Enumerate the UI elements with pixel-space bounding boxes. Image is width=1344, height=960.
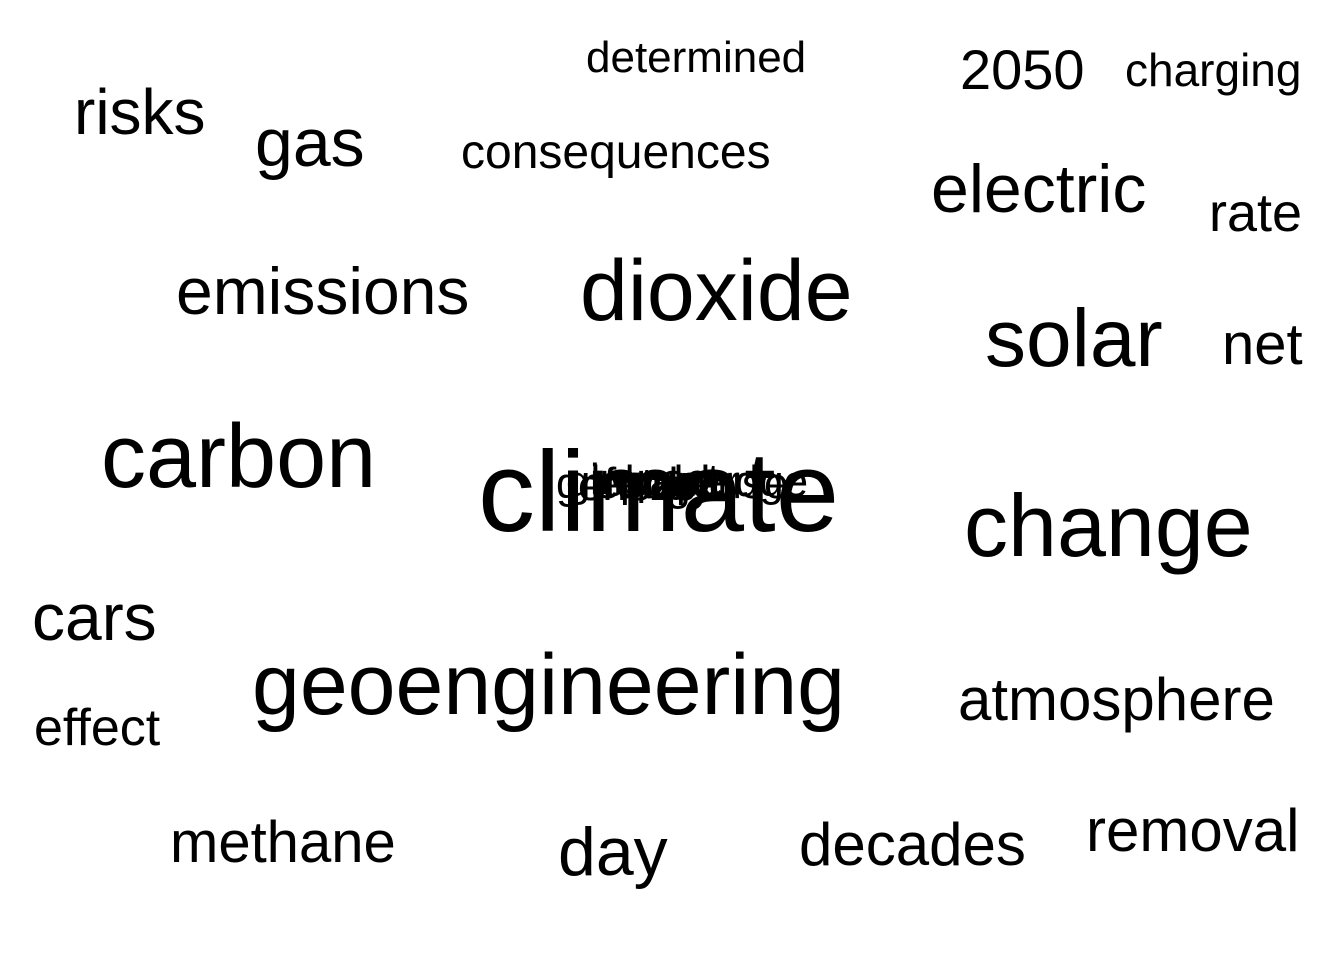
word-geoengineering: geoengineering xyxy=(252,637,845,733)
word-climate: climate xyxy=(478,429,840,556)
word-change: change xyxy=(964,476,1253,575)
word-net: net xyxy=(1222,312,1303,377)
word-electric: electric xyxy=(931,151,1147,227)
cluster-word: global xyxy=(566,457,684,506)
word-cars: cars xyxy=(32,580,157,654)
word-consequences: consequences xyxy=(461,126,771,179)
word-rate: rate xyxy=(1209,183,1303,243)
cluster-word: zero xyxy=(650,461,736,510)
cluster-word: energy xyxy=(578,461,713,510)
word-removal: removal xyxy=(1086,797,1300,864)
word-risks: risks xyxy=(74,76,206,148)
word-2050: 2050 xyxy=(960,38,1085,101)
word-determined: determined xyxy=(586,33,807,82)
word-carbon: carbon xyxy=(101,407,377,507)
word-methane: methane xyxy=(170,810,396,875)
cluster-word: greenhouse xyxy=(556,459,789,508)
word-day: day xyxy=(558,814,668,890)
cluster-word: future xyxy=(604,459,717,508)
cluster-word: impact xyxy=(590,455,720,504)
word-decades: decades xyxy=(799,811,1026,878)
cluster-word: power xyxy=(620,457,740,506)
word-charging: charging xyxy=(1125,44,1302,96)
cluster-word: pledge xyxy=(676,457,809,506)
word-effect: effect xyxy=(34,699,161,757)
word-solar: solar xyxy=(985,293,1163,384)
word-dioxide: dioxide xyxy=(580,243,853,339)
word-emissions: emissions xyxy=(176,254,470,328)
word-atmosphere: atmosphere xyxy=(958,666,1275,733)
word-gas: gas xyxy=(255,105,365,181)
